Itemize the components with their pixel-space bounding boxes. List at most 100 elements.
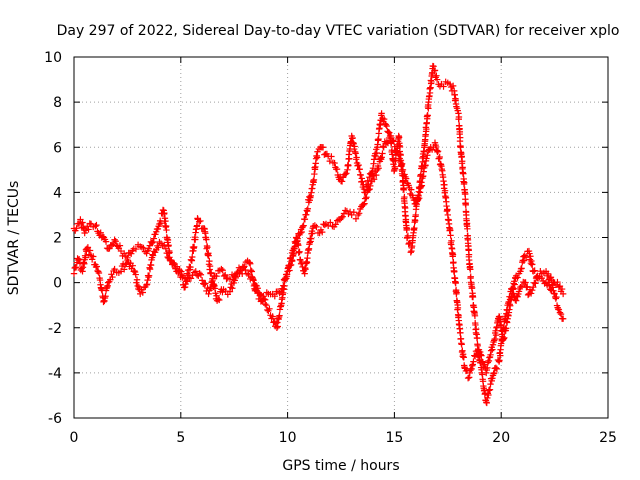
data-point-fill [452,100,460,108]
data-point-fill [522,279,529,286]
data-point-fill [396,143,404,151]
data-point-fill [310,176,318,184]
data-point-fill [170,261,178,268]
data-point-fill [418,163,426,170]
data-point-fill [269,290,276,298]
data-point-fill [209,275,217,283]
data-point-fill [477,351,484,358]
data-point-fill [514,274,521,281]
data-point [162,245,170,252]
data-point-fill [324,222,332,229]
data-point-fill [424,112,431,119]
data-point-fill [185,271,193,279]
data-point-fill [412,213,419,220]
data-point-fill [168,257,175,264]
data-point-fill [276,312,283,319]
data-point-fill [228,271,236,278]
data-point-fill [487,347,495,354]
data-point-fill [492,331,500,339]
data-point-fill [380,115,388,123]
data-point [380,144,387,151]
y-axis-label: SDTVAR / TECUs [6,181,22,296]
data-point-fill [363,194,370,201]
data-point-fill [351,143,358,150]
data-point-fill [470,302,477,310]
x-tick-label: 20 [492,430,510,446]
data-point-fill [313,154,321,161]
data-point [263,301,270,309]
data-point-fill [95,268,102,275]
data-point-fill [250,276,257,284]
data-point [258,297,266,304]
x-tick-label: 5 [176,430,185,446]
data-point-fill [423,125,430,133]
data-point-fill [338,214,345,222]
data-point-fill [478,352,485,359]
data-point-fill [555,306,562,313]
data-point-fill [416,185,423,192]
data-point [70,270,78,277]
data-point-fill [458,341,465,348]
data-point-fill [465,251,473,258]
data-point-fill [222,287,229,295]
data-point-fill [424,152,431,159]
data-point-fill [457,329,464,337]
data-point-fill [237,267,245,274]
data-point-fill [497,352,504,359]
data-point-fill [378,154,385,161]
data-point-fill [472,325,480,333]
data-point-fill [267,312,274,319]
data-point-fill [352,215,360,222]
data-point-fill [313,223,320,231]
data-point-fill [457,142,464,150]
data-point-fill [219,288,226,296]
data-point-fill [449,251,457,258]
data-point-fill [343,170,350,177]
data-point-fill [100,298,107,306]
data-point-fill [462,201,470,209]
data-point [512,297,520,304]
data-point-fill [323,150,331,158]
data-point-fill [90,253,97,260]
data-point-fill [400,186,408,194]
data-point [342,207,349,214]
data-point-fill [403,225,411,232]
data-point-fill [365,181,372,188]
data-point-fill [300,222,307,229]
data-point-fill [216,296,223,304]
data-point-fill [257,298,265,305]
data-point-fill [77,220,85,228]
data-point-fill [518,282,526,290]
data-point-fill [557,310,565,318]
data-point [465,374,473,381]
y-tick-label: 4 [53,185,62,201]
x-tick-label: 25 [599,430,617,446]
data-point-fill [232,273,239,280]
data-point-fill [128,250,135,257]
data-point-fill [148,239,156,247]
data-point-fill [298,228,305,236]
data-point-fill [122,253,129,260]
data-point-fill [460,354,468,361]
data-point-fill [532,280,539,287]
data-point-fill [302,266,309,273]
data-point-fill [202,280,209,287]
data-point-fill [440,83,447,90]
data-point-fill [294,235,301,242]
data-point-fill [524,291,532,299]
data-point-fill [433,143,440,151]
data-point-fill [180,284,188,291]
data-point-fill [444,206,451,214]
data-point-fill [558,315,566,322]
data-point-fill [197,271,205,278]
data-point-fill [469,361,477,368]
data-point-fill [129,247,136,254]
data-point-fill [401,193,408,201]
data-point-fill [311,170,318,178]
data-point-fill [481,361,488,368]
data-point-fill [206,262,214,270]
data-point-fill [102,238,110,245]
data-point-fill [314,229,322,237]
data-point-fill [544,279,552,286]
